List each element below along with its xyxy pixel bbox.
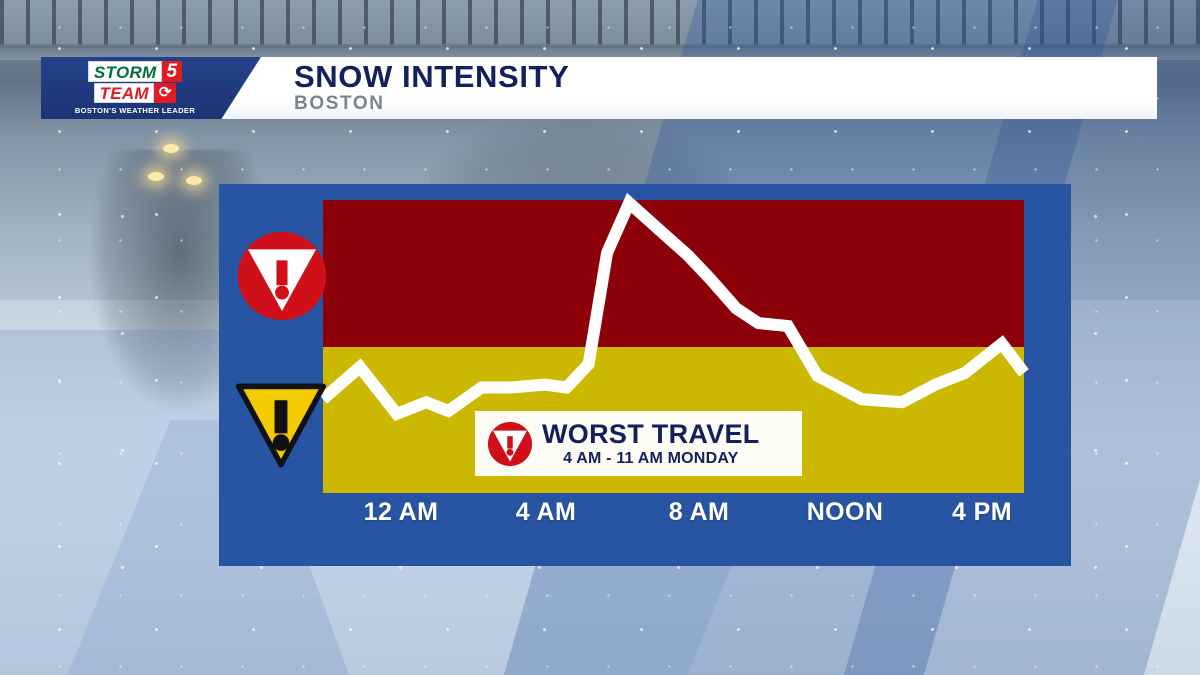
x-tick-label: 12 AM [363, 498, 439, 526]
page-title: SNOW INTENSITY [294, 59, 570, 94]
logo-row-storm: STORM 5 [87, 61, 183, 82]
plot-area [319, 192, 1029, 493]
x-tick-label: NOON [806, 498, 884, 526]
worst-travel-callout: WORST TRAVEL 4 AM - 11 AM MONDAY [475, 411, 802, 476]
storm-team-5-logo: STORM 5 TEAM ⟳ BOSTON'S WEATHER LEADER [65, 61, 205, 115]
x-tick-label: 8 AM [668, 498, 730, 526]
x-axis: 12 AM 4 AM 8 AM NOON 4 PM [219, 498, 1071, 544]
header-banner: STORM 5 TEAM ⟳ BOSTON'S WEATHER LEADER S… [41, 57, 1157, 119]
caution-triangle-icon [235, 383, 327, 468]
logo-tagline: BOSTON'S WEATHER LEADER [74, 106, 196, 115]
x-tick-label: 4 AM [515, 498, 577, 526]
logo-storm-text: STORM [87, 61, 162, 82]
logo-number-top: 5 [161, 61, 183, 82]
x-tick-label: 4 PM [952, 498, 1012, 526]
logo-swirl-icon: ⟳ [153, 83, 177, 103]
worst-travel-subtitle: 4 AM - 11 AM MONDAY [563, 449, 739, 467]
header-banner-white [210, 57, 1157, 119]
intensity-line-path [319, 192, 1029, 422]
logo-row-team: TEAM ⟳ [93, 83, 177, 103]
worst-travel-text: WORST TRAVEL 4 AM - 11 AM MONDAY [542, 418, 760, 468]
page-subtitle: BOSTON [294, 93, 385, 114]
logo-team-text: TEAM [93, 83, 154, 103]
chart-panel [219, 184, 1071, 566]
severe-warning-circle-icon [237, 231, 327, 321]
band-heavy [323, 200, 1024, 347]
worst-travel-title: WORST TRAVEL [542, 418, 760, 449]
warning-triangle-circle-icon [487, 421, 533, 466]
intensity-line-chart [319, 192, 1029, 422]
